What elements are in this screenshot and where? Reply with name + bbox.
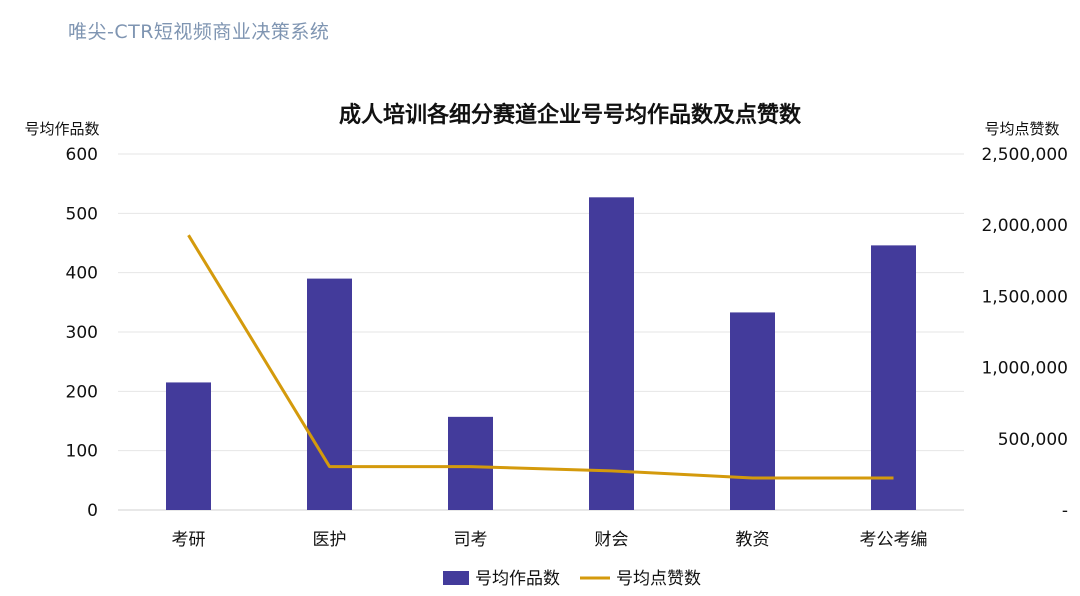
bar xyxy=(166,382,211,510)
right-tick-label: 500,000 xyxy=(998,430,1068,450)
category-label: 教资 xyxy=(736,530,770,550)
category-label: 考公考编 xyxy=(860,530,928,550)
right-axis-ticks: - 500,000 1,000,000 1,500,000 2,000,000 2,500… xyxy=(981,145,1068,521)
left-tick-label: 300 xyxy=(66,323,98,343)
category-labels: 考研 医护 司考 财会 教资 考公考编 xyxy=(172,530,928,550)
left-tick-label: 600 xyxy=(66,145,98,165)
left-tick-label: 200 xyxy=(66,382,98,402)
bar xyxy=(307,278,352,510)
right-tick-label: - xyxy=(1062,501,1068,521)
right-tick-label: 1,500,000 xyxy=(981,287,1068,307)
left-tick-label: 0 xyxy=(87,501,98,521)
series-line xyxy=(187,234,894,480)
legend-swatch-bar xyxy=(443,571,469,585)
legend: 号均作品数 号均点赞数 xyxy=(443,569,701,589)
left-tick-label: 400 xyxy=(66,264,98,284)
right-axis-title: 号均点赞数 xyxy=(984,120,1059,138)
left-axis-title: 号均作品数 xyxy=(24,120,99,138)
category-label: 医护 xyxy=(313,530,347,550)
bar xyxy=(730,312,775,510)
left-tick-label: 500 xyxy=(66,204,98,224)
right-tick-label: 1,000,000 xyxy=(981,359,1068,379)
line-series xyxy=(187,234,894,480)
category-label: 司考 xyxy=(454,530,488,550)
brand-title: 唯尖-CTR短视频商业决策系统 xyxy=(68,21,330,43)
category-label: 财会 xyxy=(595,530,629,550)
bar-series xyxy=(166,197,916,510)
legend-label-bar: 号均作品数 xyxy=(475,569,560,589)
bar xyxy=(589,197,634,510)
chart-title: 成人培训各细分赛道企业号号均作品数及点赞数 xyxy=(339,102,802,128)
bar xyxy=(448,416,493,510)
legend-label-line: 号均点赞数 xyxy=(616,569,701,589)
left-tick-label: 100 xyxy=(66,442,98,462)
right-tick-label: 2,500,000 xyxy=(981,145,1068,165)
bar xyxy=(871,245,916,510)
gridlines xyxy=(118,153,964,511)
left-axis-ticks: 0 100 200 300 400 500 600 xyxy=(66,145,98,521)
right-tick-label: 2,000,000 xyxy=(981,216,1068,236)
category-label: 考研 xyxy=(172,530,206,550)
